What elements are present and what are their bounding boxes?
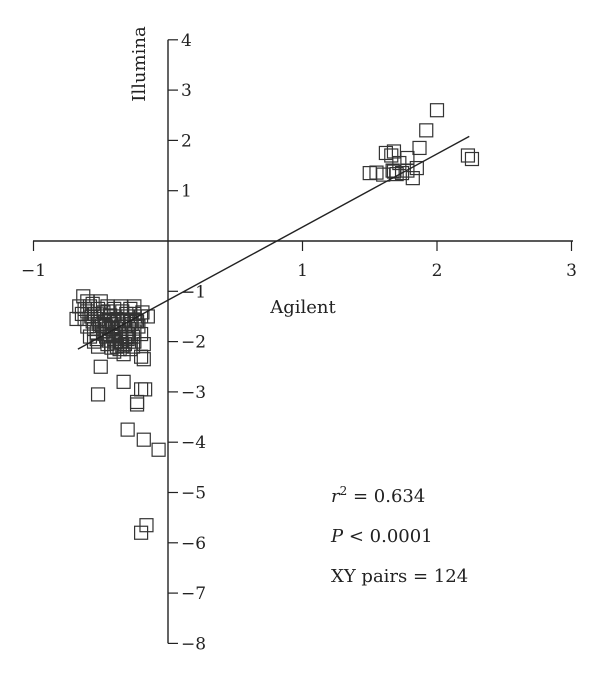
data-point: [419, 123, 434, 138]
data-point: [136, 337, 151, 352]
x-tick-label: 2: [432, 261, 443, 281]
data-point: [84, 309, 99, 324]
y-tick-label: −2: [181, 333, 206, 353]
axis-ticks: −1 1 2 3 4 3 2 1 −1 −2 −3 −4 −5 −6 −7 −8: [21, 31, 577, 655]
data-point: [140, 309, 155, 324]
data-point: [120, 422, 135, 437]
data-point: [136, 352, 151, 367]
y-axis-label: Illumina: [129, 26, 150, 102]
data-point: [151, 442, 166, 457]
data-point: [135, 305, 150, 320]
y-tick-label: 1: [181, 182, 192, 202]
data-point: [101, 313, 116, 328]
y-tick-label: 4: [181, 31, 192, 51]
y-tick-label: −4: [181, 433, 206, 453]
r-squared-annotation: r2 = 0.634: [331, 484, 425, 507]
y-tick-label: −1: [181, 282, 206, 302]
xy-pairs-annotation: XY pairs = 124: [331, 566, 468, 587]
data-point: [90, 387, 106, 402]
data-point: [93, 359, 108, 374]
data-point: [74, 306, 90, 322]
statistics-annotation: r2 = 0.634 P < 0.0001 XY pairs = 124: [330, 484, 468, 587]
data-point: [394, 165, 410, 181]
data-point: [125, 329, 141, 344]
y-tick-label: −6: [181, 534, 206, 554]
trendline: [77, 135, 470, 350]
data-point: [400, 150, 415, 166]
data-point: [129, 314, 145, 329]
x-axis-label: Agilent: [269, 297, 336, 318]
data-point: [119, 306, 134, 322]
data-point: [138, 382, 153, 397]
data-point: [460, 148, 476, 163]
data-point: [429, 103, 445, 118]
data-point: [378, 145, 393, 161]
data-point: [125, 339, 141, 354]
x-tick-label: 1: [297, 261, 308, 281]
p-value-value: < 0.0001: [343, 526, 433, 547]
x-tick-label: −1: [21, 261, 46, 281]
data-point: [69, 311, 84, 327]
r-squared-exponent: 2: [340, 484, 348, 498]
data-point: [115, 304, 130, 319]
y-tick-label: 3: [181, 81, 192, 101]
data-point: [104, 340, 119, 355]
data-point: [385, 163, 400, 178]
data-point: [405, 171, 420, 186]
x-tick-label: 3: [566, 261, 577, 281]
data-point: [136, 432, 151, 447]
data-point: [134, 382, 149, 397]
data-point: [86, 334, 102, 349]
data-point: [376, 167, 391, 182]
data-point: [134, 525, 149, 540]
data-point: [116, 374, 131, 389]
data-points: [69, 103, 480, 540]
y-tick-label: 2: [181, 131, 192, 151]
data-point: [121, 334, 137, 349]
p-value-annotation: P < 0.0001: [330, 526, 433, 547]
y-tick-label: −7: [181, 584, 206, 604]
data-point: [464, 151, 480, 167]
r-squared-value: = 0.634: [347, 486, 425, 507]
data-point: [139, 518, 154, 533]
data-point: [412, 140, 427, 156]
y-tick-label: −8: [181, 634, 206, 654]
y-tick-label: −5: [181, 484, 206, 504]
p-value-symbol: P: [330, 526, 344, 547]
y-tick-label: −3: [181, 383, 206, 403]
r-squared-symbol: r: [331, 486, 341, 507]
data-point: [129, 397, 145, 412]
data-point: [384, 148, 399, 163]
